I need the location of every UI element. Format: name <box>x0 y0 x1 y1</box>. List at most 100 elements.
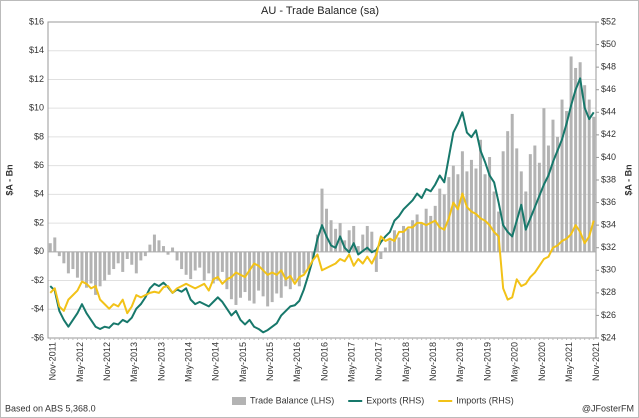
bar <box>587 99 591 252</box>
bar <box>75 251 79 278</box>
bar <box>460 151 464 252</box>
x-tick-label: May-2016 <box>292 342 302 382</box>
bar <box>184 251 188 275</box>
bar <box>302 251 306 274</box>
bar <box>275 251 279 294</box>
bar <box>261 251 265 297</box>
x-tick-label: Nov-2011 <box>48 342 58 380</box>
x-tick-label: May-2015 <box>238 342 248 382</box>
bar <box>139 251 143 261</box>
y-tick-label: $0 <box>34 246 44 256</box>
bar <box>578 62 582 252</box>
y2-tick-label: $34 <box>601 220 616 230</box>
y2-tick-label: $24 <box>601 332 616 342</box>
bar <box>320 188 324 252</box>
y-tick-label: $6 <box>34 160 44 170</box>
bar <box>121 251 125 272</box>
x-tick-label: May-2019 <box>455 342 465 382</box>
y2-tick-label: $48 <box>601 62 616 72</box>
bar <box>479 139 483 252</box>
bar <box>560 99 564 252</box>
y2-tick-label: $50 <box>601 39 616 49</box>
bar <box>198 251 202 268</box>
bar <box>415 214 419 252</box>
bar <box>85 251 88 288</box>
bar <box>125 251 129 259</box>
bar <box>510 113 514 252</box>
bar <box>152 234 156 252</box>
x-tick-label: May-2018 <box>401 342 411 382</box>
bar <box>288 251 292 290</box>
legend-swatch <box>232 397 246 405</box>
bar <box>329 220 333 252</box>
bar <box>429 215 433 252</box>
bar <box>89 251 93 284</box>
bar <box>116 251 120 264</box>
bar <box>546 145 550 252</box>
bar <box>80 251 84 281</box>
bar <box>374 251 378 272</box>
credit-note: @JFosterFM <box>582 403 634 413</box>
bar <box>225 251 229 290</box>
bar <box>62 251 66 264</box>
y-tick-label: $12 <box>29 74 44 84</box>
bar <box>420 223 424 252</box>
x-tick-label: May-2012 <box>75 342 85 382</box>
bar <box>293 251 297 281</box>
bar <box>379 251 383 259</box>
bar <box>157 240 161 252</box>
x-tick-label: Nov-2018 <box>428 342 438 381</box>
bar <box>297 251 301 287</box>
chart-title: AU - Trade Balance (sa) <box>261 5 379 17</box>
x-tick-label: Nov-2014 <box>211 342 221 381</box>
bar <box>383 247 387 252</box>
x-tick-label: May-2020 <box>510 342 520 382</box>
bar <box>524 191 528 252</box>
bar <box>592 116 596 252</box>
bar <box>474 168 478 252</box>
y-tick-label: -$2 <box>31 275 44 285</box>
bar <box>447 177 451 252</box>
y-tick-label: -$6 <box>31 332 44 342</box>
bar <box>189 251 193 280</box>
bar <box>556 136 559 252</box>
bar <box>193 251 197 271</box>
bar <box>528 154 532 252</box>
x-tick-label: May-2014 <box>184 342 194 382</box>
bar <box>356 246 360 252</box>
bar <box>98 251 102 287</box>
bar <box>442 194 446 252</box>
bar <box>266 251 270 307</box>
legend-label: Trade Balance (LHS) <box>250 395 334 405</box>
bar <box>270 251 274 303</box>
bar <box>370 231 374 252</box>
x-tick-label: May-2013 <box>129 342 139 382</box>
bar <box>130 251 134 265</box>
bar <box>497 211 501 252</box>
x-tick-label: Nov-2015 <box>265 342 275 381</box>
y-tick-label: $10 <box>29 103 44 113</box>
bar <box>565 111 569 252</box>
y2-tick-label: $40 <box>601 152 616 162</box>
bar <box>279 251 283 298</box>
bar <box>411 220 415 252</box>
y2-tick-label: $32 <box>601 242 616 252</box>
x-tick-label: May-2017 <box>347 342 357 382</box>
bar <box>207 251 211 274</box>
bar <box>148 244 152 252</box>
bar <box>388 240 392 252</box>
bar <box>515 148 519 252</box>
bar <box>202 251 206 281</box>
bar <box>456 174 460 252</box>
x-tick-label: Nov-2012 <box>102 342 112 381</box>
bar <box>94 251 98 295</box>
bar <box>397 237 401 252</box>
bar <box>103 251 107 281</box>
bar <box>501 151 505 252</box>
bar <box>53 237 57 252</box>
source-note: Based on ABS 5,368.0 <box>5 403 96 413</box>
x-tick-label: Nov-2017 <box>374 342 384 381</box>
y-axis-label: $A - Bn <box>4 164 14 195</box>
bar <box>175 251 179 261</box>
bar <box>220 251 224 272</box>
